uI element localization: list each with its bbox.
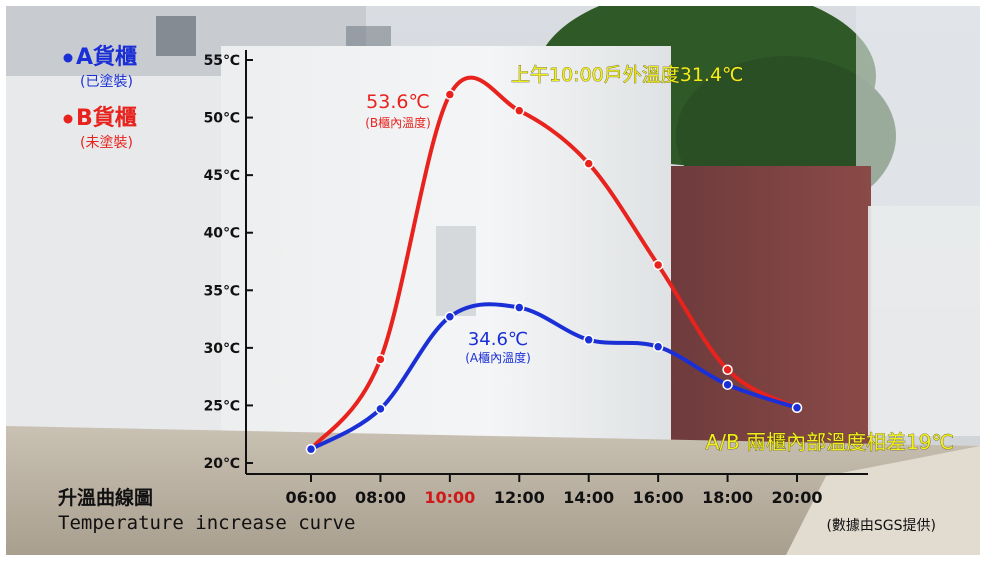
x-tick-label: 18:00: [702, 488, 753, 507]
background-photo: [6, 6, 980, 555]
y-tick-label: 35℃: [204, 283, 240, 299]
temperature-chart: 20℃ 25℃ 30℃ 35℃ 40℃ 45℃ 50℃ 55℃ 06:00 08:00 10:00 1…: [58, 44, 954, 534]
data-point-a: [305, 443, 317, 455]
data-point-b: [652, 259, 664, 271]
difference-note: A/B 兩櫃內部溫度相差19℃: [706, 430, 954, 454]
b-peak-sublabel: (B櫃內溫度): [365, 115, 431, 130]
data-point-b: [375, 354, 386, 365]
legend-label-a: A貨櫃: [76, 44, 137, 70]
a-peak-sublabel: (A櫃內溫度): [465, 350, 531, 365]
legend-sub-b: (未塗裝): [80, 134, 133, 151]
x-tick-label: 20:00: [772, 488, 823, 507]
screenshot-frame: 20℃ 25℃ 30℃ 35℃ 40℃ 45℃ 50℃ 55℃ 06:00 08:00 10:00 1…: [6, 6, 980, 555]
b-peak-label: 53.6℃: [366, 91, 430, 113]
y-tick-label: 25℃: [204, 398, 240, 414]
x-tick-label: 12:00: [494, 488, 545, 507]
data-point-a: [652, 341, 664, 352]
data-point-a: [583, 334, 594, 346]
data-point-b: [514, 105, 525, 116]
series-line-a: [309, 302, 799, 452]
y-tick-label: 20℃: [204, 456, 240, 472]
y-tick-label: 40℃: [204, 226, 240, 242]
legend-marker-b: [63, 114, 73, 124]
x-tick-label: 16:00: [633, 488, 684, 507]
data-point-a: [722, 379, 733, 390]
data-point-b: [583, 158, 594, 169]
chart-subtitle: Temperature increase curve: [58, 512, 355, 534]
y-tick-label: 45℃: [204, 168, 240, 184]
x-tick-label: 08:00: [355, 488, 406, 507]
data-point-a: [514, 302, 525, 313]
legend-marker-a: [63, 53, 73, 63]
y-tick-label: 50℃: [204, 111, 240, 127]
x-tick-label: 10:00: [424, 488, 475, 507]
data-point-a: [375, 403, 386, 415]
a-peak-label: 34.6℃: [468, 329, 528, 350]
outdoor-temp-note: 上午10:00戶外溫度31.4℃: [511, 64, 743, 86]
x-tick-label: 06:00: [286, 488, 337, 507]
legend-label-b: B貨櫃: [76, 105, 137, 131]
series-line-b: [309, 75, 799, 452]
y-tick-label: 55℃: [204, 53, 240, 69]
data-point-a: [444, 311, 456, 323]
data-point-b: [722, 364, 733, 375]
x-tick-label: 14:00: [563, 488, 614, 507]
chart-title: 升溫曲線圖: [58, 486, 153, 509]
data-source-note: (數據由SGS提供): [826, 518, 936, 534]
data-point-a: [791, 402, 803, 413]
y-tick-label: 30℃: [204, 341, 240, 357]
data-point-b: [444, 89, 456, 100]
legend-sub-a: (已塗裝): [80, 73, 133, 90]
